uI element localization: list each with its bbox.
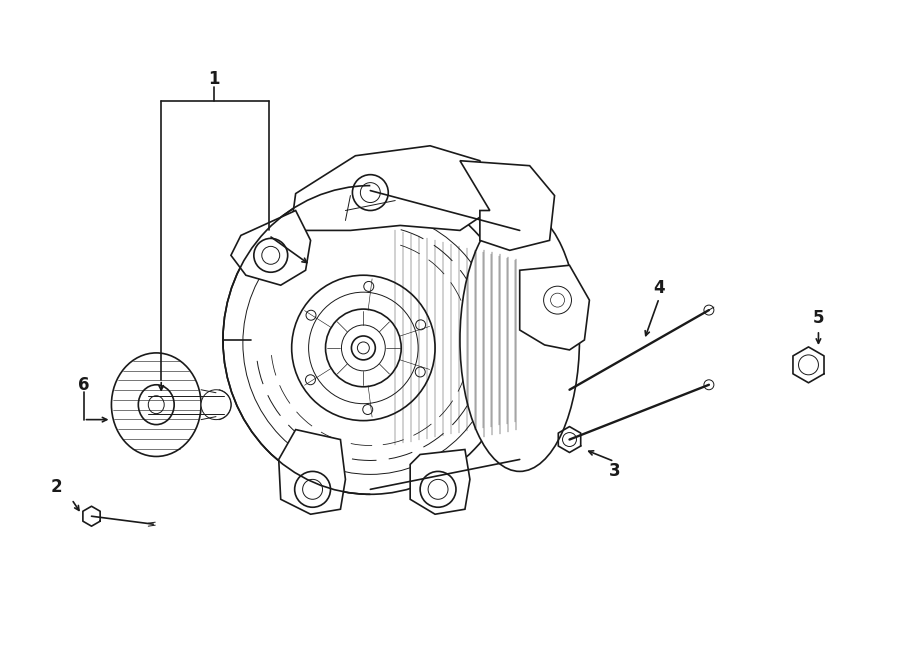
Polygon shape	[279, 430, 346, 514]
Ellipse shape	[243, 212, 498, 475]
Ellipse shape	[201, 390, 231, 420]
Text: 3: 3	[608, 463, 620, 481]
Polygon shape	[519, 265, 590, 350]
Text: 5: 5	[813, 309, 824, 327]
Polygon shape	[460, 161, 554, 251]
Ellipse shape	[460, 208, 580, 471]
Text: 1: 1	[208, 70, 220, 88]
Text: 6: 6	[77, 375, 89, 394]
Ellipse shape	[112, 353, 201, 457]
Ellipse shape	[351, 336, 375, 360]
Polygon shape	[291, 146, 490, 231]
Text: 2: 2	[50, 479, 62, 496]
Polygon shape	[231, 210, 310, 285]
Ellipse shape	[223, 186, 518, 494]
Text: 4: 4	[653, 279, 665, 297]
Polygon shape	[410, 449, 470, 514]
